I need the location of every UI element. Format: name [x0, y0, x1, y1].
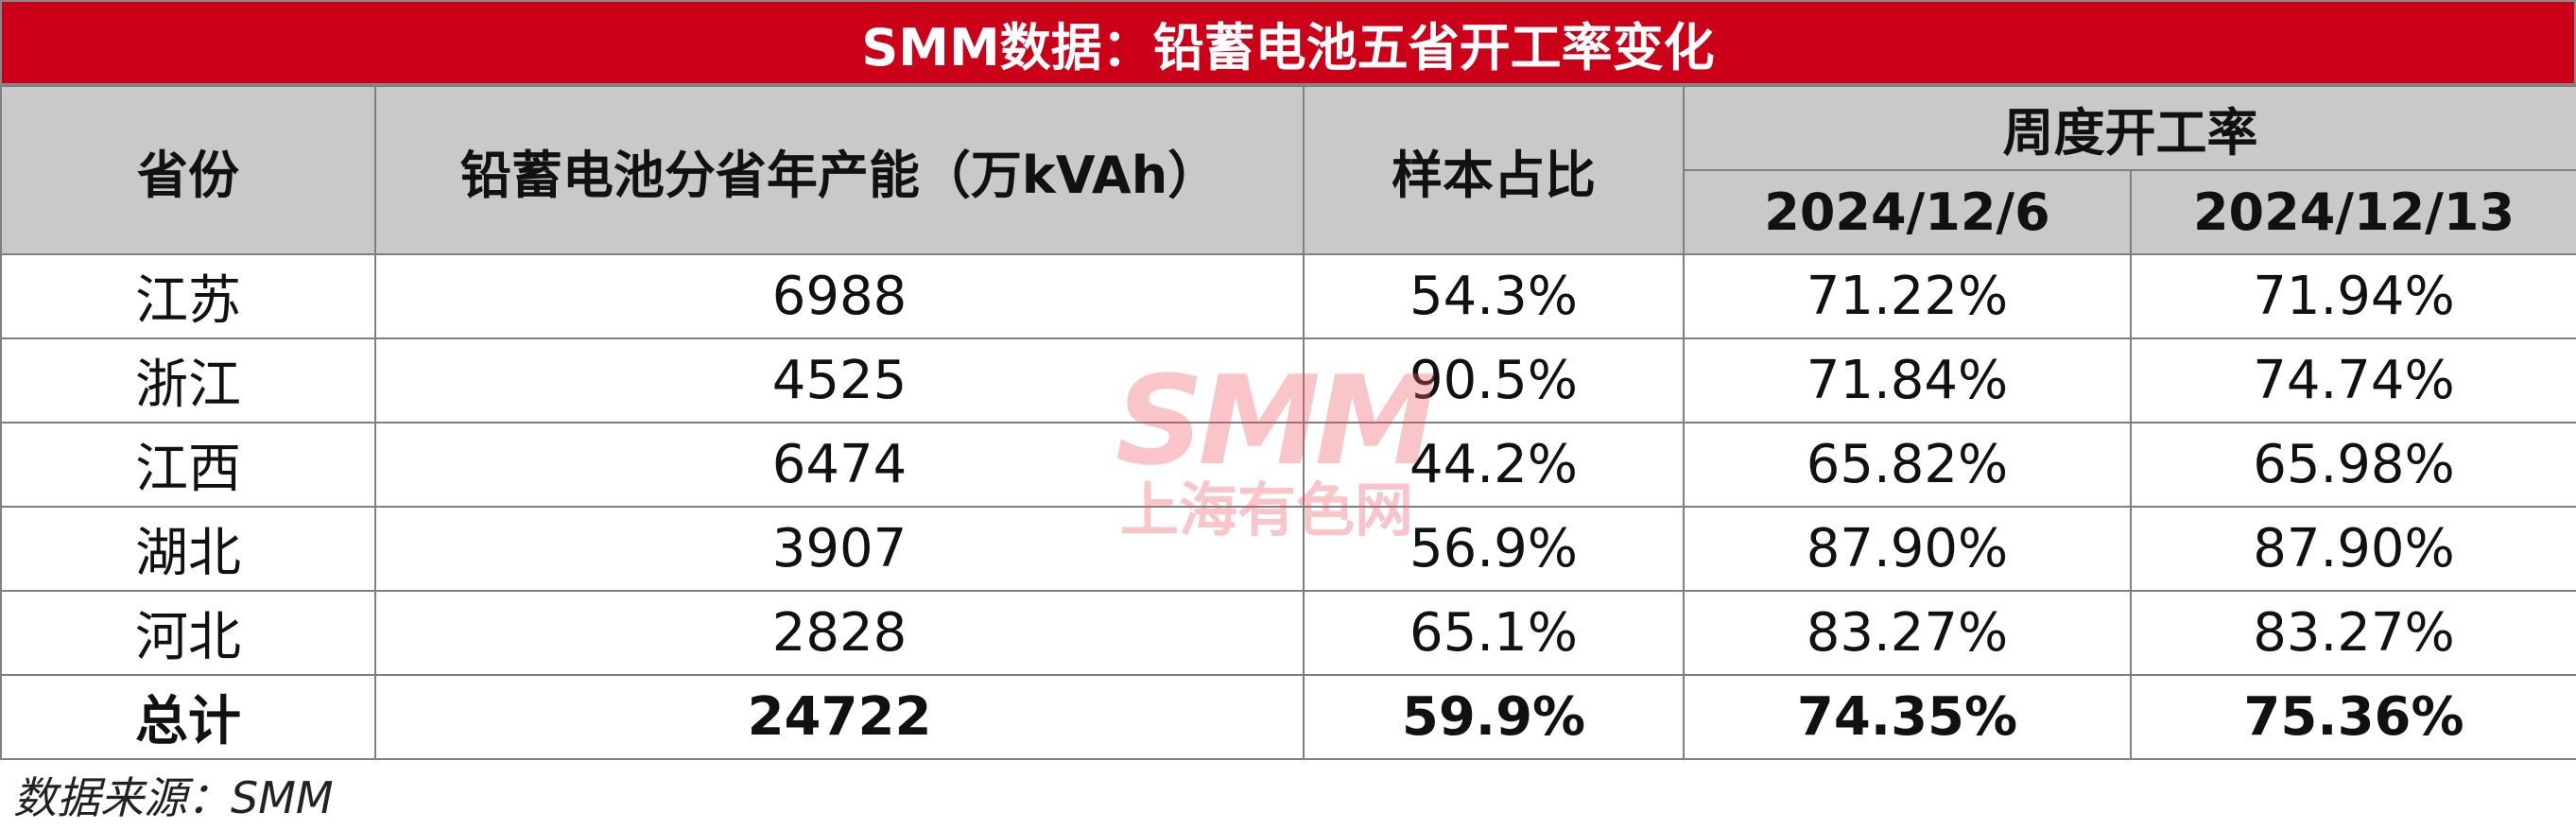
table-cell: 71.94%	[2130, 253, 2576, 339]
table-cell: 6988	[374, 253, 1305, 339]
table-cell: 75.36%	[2130, 674, 2576, 760]
table-row: 湖北 3907 56.9% 87.90% 87.90%	[0, 506, 2576, 592]
header-cell: 2024/12/13	[2130, 169, 2576, 255]
header-cell: 周度开工率	[1683, 85, 2576, 171]
table-cell: 83.27%	[1683, 590, 2132, 676]
table-cell: 71.22%	[1683, 253, 2132, 339]
table-cell: 74.74%	[2130, 337, 2576, 424]
total-row: 总计 24722 59.9% 74.35% 75.36%	[0, 674, 2576, 760]
table-row: 河北 2828 65.1% 83.27% 83.27%	[0, 590, 2576, 676]
table-cell: 总计	[0, 674, 376, 760]
table-cell: 87.90%	[2130, 506, 2576, 592]
table-cell: 44.2%	[1303, 422, 1685, 508]
table-body: 江苏 6988 54.3% 71.22% 71.94% 浙江 4525 90.5% 71.84%…	[0, 253, 2576, 760]
header-cell: 2024/12/6	[1683, 169, 2132, 255]
table-cell: 87.90%	[1683, 506, 2132, 592]
source-note: 数据来源：SMM	[13, 772, 334, 823]
table-cell: 24722	[374, 674, 1305, 760]
title: SMM数据：铅蓄电池五省开工率变化	[0, 0, 2576, 85]
table-cell: 56.9%	[1303, 506, 1685, 592]
table-row: 浙江 4525 90.5% 71.84% 74.74%	[0, 337, 2576, 424]
table-cell: 湖北	[0, 506, 376, 592]
table-cell: 54.3%	[1303, 253, 1685, 339]
header-cell: 铅蓄电池分省年产能（万kVAh）	[374, 85, 1305, 255]
table-cell: 74.35%	[1683, 674, 2132, 760]
table-cell: 65.1%	[1303, 590, 1685, 676]
table-cell: 65.98%	[2130, 422, 2576, 508]
table-cell: 71.84%	[1683, 337, 2132, 424]
table-cell: 3907	[374, 506, 1305, 592]
table-cell: 6474	[374, 422, 1305, 508]
table: 省份 铅蓄电池分省年产能（万kVAh） 样本占比 周度开工率 2024/12/6…	[0, 85, 2576, 760]
table-row: 江西 6474 44.2% 65.82% 65.98%	[0, 422, 2576, 508]
table-header: 省份 铅蓄电池分省年产能（万kVAh） 样本占比 周度开工率 2024/12/6…	[0, 85, 2576, 255]
table-cell: 江苏	[0, 253, 376, 339]
table-cell: 2828	[374, 590, 1305, 676]
table-cell: 江西	[0, 422, 376, 508]
header-cell: 省份	[0, 85, 376, 255]
table-cell: 59.9%	[1303, 674, 1685, 760]
header-cell: 样本占比	[1303, 85, 1685, 255]
table-cell: 65.82%	[1683, 422, 2132, 508]
table-cell: 90.5%	[1303, 337, 1685, 424]
table-cell: 4525	[374, 337, 1305, 424]
table-cell: 83.27%	[2130, 590, 2576, 676]
table-cell: 河北	[0, 590, 376, 676]
table-row: 江苏 6988 54.3% 71.22% 71.94%	[0, 253, 2576, 339]
table-cell: 浙江	[0, 337, 376, 424]
